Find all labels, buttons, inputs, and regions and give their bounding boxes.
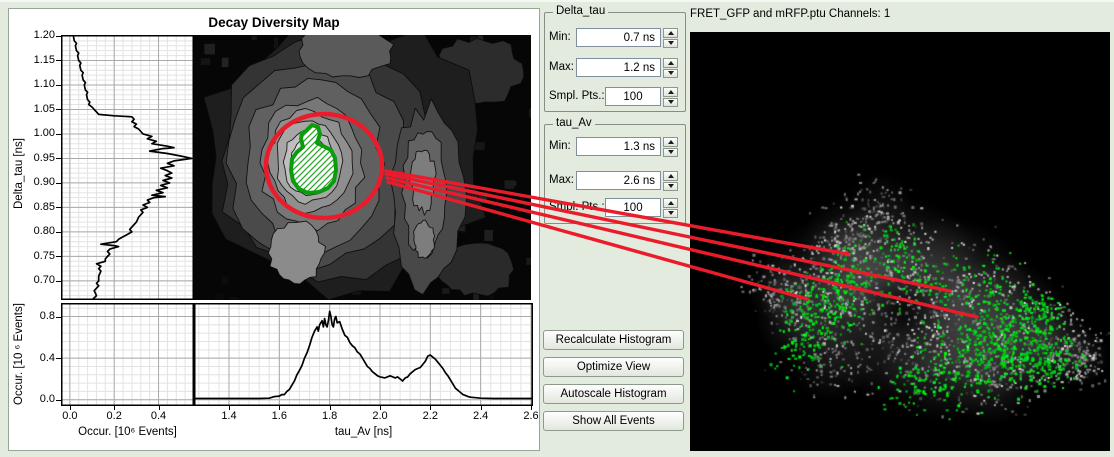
tick-label: 1.6 (271, 410, 287, 422)
spin-up-button[interactable] (663, 58, 678, 68)
tick-label: 0.85 (33, 200, 55, 213)
tick-label: 0.2 (106, 410, 122, 422)
field-label: Max: (549, 61, 574, 73)
sample-points-field[interactable] (605, 198, 661, 217)
spin-up-button[interactable] (663, 171, 678, 181)
tick-label: 0.0 (39, 393, 55, 406)
max-field[interactable] (576, 171, 661, 190)
tick-label: 1.00 (33, 127, 55, 140)
selection-circle (263, 111, 385, 221)
delta-tau-groupbox-caption: Delta_tau (553, 5, 609, 17)
up-arrow-icon (667, 173, 674, 178)
field-label: Min: (549, 140, 571, 152)
autoscale-histogram-button[interactable]: Autoscale Histogram (543, 384, 684, 404)
spin-down-button[interactable] (663, 38, 678, 48)
up-arrow-icon (667, 200, 674, 205)
delta-tau-groupbox: Delta_tau (544, 5, 686, 112)
delta-tau-histogram-plot[interactable] (61, 35, 194, 300)
spin-up-button[interactable] (663, 137, 678, 147)
spin-down-button[interactable] (663, 97, 678, 107)
field-label: Smpl. Pts.: (549, 90, 605, 102)
occur-horizontal-axis-label: Occur. [10⁶ Events] (78, 426, 177, 438)
selection-roi (289, 123, 338, 195)
spin-up-button[interactable] (663, 87, 678, 97)
spinner (663, 87, 678, 107)
spinner (663, 171, 678, 191)
decay-diversity-panel: Decay Diversity Map Delta_tau [ns] Occur… (8, 8, 540, 451)
field-label: Max: (549, 174, 574, 186)
up-arrow-icon (667, 89, 674, 94)
optimize-view-button[interactable]: Optimize View (543, 357, 684, 377)
fret-cell-image[interactable] (690, 32, 1110, 451)
min-field[interactable] (576, 137, 661, 156)
sample-points-field[interactable] (605, 87, 661, 106)
up-arrow-icon (667, 30, 674, 35)
spin-up-button[interactable] (663, 198, 678, 208)
down-arrow-icon (667, 150, 674, 155)
tick-label: 0.80 (33, 225, 55, 238)
tick-label: 2.6 (523, 410, 539, 422)
tick-label: 1.8 (321, 410, 338, 422)
tick-label: 1.20 (33, 29, 55, 42)
spinner (663, 28, 678, 48)
show-all-events-button[interactable]: Show All Events (543, 411, 684, 431)
tick-label: 2.0 (372, 410, 388, 422)
down-arrow-icon (667, 184, 674, 189)
spinner (663, 137, 678, 157)
min-field[interactable] (576, 28, 661, 47)
tick-label: 0.70 (33, 274, 55, 287)
tick-label: 0.4 (150, 410, 167, 422)
tick-label: 1.10 (33, 78, 55, 91)
field-label: Min: (549, 31, 571, 43)
spin-up-button[interactable] (663, 28, 678, 38)
tick-label: 2.2 (422, 410, 438, 422)
field-label: Smpl. Pts.: (549, 201, 605, 213)
tick-label: 0.75 (33, 249, 55, 262)
tick-label: 0.95 (33, 151, 55, 164)
down-arrow-icon (667, 100, 674, 105)
up-arrow-icon (667, 60, 674, 65)
spin-down-button[interactable] (663, 208, 678, 218)
tau-av-axis-label: tau_Av [ns] (334, 426, 393, 438)
down-arrow-icon (667, 41, 674, 46)
spinner (663, 58, 678, 78)
tick-label: 0.4 (39, 351, 55, 364)
up-arrow-icon (667, 139, 674, 144)
down-arrow-icon (667, 211, 674, 216)
tick-label: 1.05 (33, 102, 55, 115)
spin-down-button[interactable] (663, 147, 678, 157)
decay-diversity-2d-map[interactable] (194, 35, 531, 300)
spin-down-button[interactable] (663, 68, 678, 78)
axis-corner-plot (61, 303, 194, 406)
image-title: FRET_GFP and mRFP.ptu Channels: 1 (690, 8, 891, 20)
tick-label: 0.0 (62, 410, 78, 422)
down-arrow-icon (667, 71, 674, 76)
tick-label: 0.8 (39, 310, 55, 323)
recalculate-histogram-button[interactable]: Recalculate Histogram (543, 330, 684, 350)
max-field[interactable] (576, 58, 661, 77)
panel-title: Decay Diversity Map (208, 15, 340, 30)
tick-label: 2.4 (472, 410, 489, 422)
tick-label: 1.4 (221, 410, 237, 422)
tick-label: 0.90 (33, 176, 55, 189)
spinner (663, 198, 678, 218)
tau-av-histogram-plot[interactable] (194, 303, 533, 406)
tau-av-groupbox-caption: tau_Av (553, 117, 595, 129)
tick-label: 1.15 (33, 53, 55, 66)
spin-down-button[interactable] (663, 181, 678, 191)
